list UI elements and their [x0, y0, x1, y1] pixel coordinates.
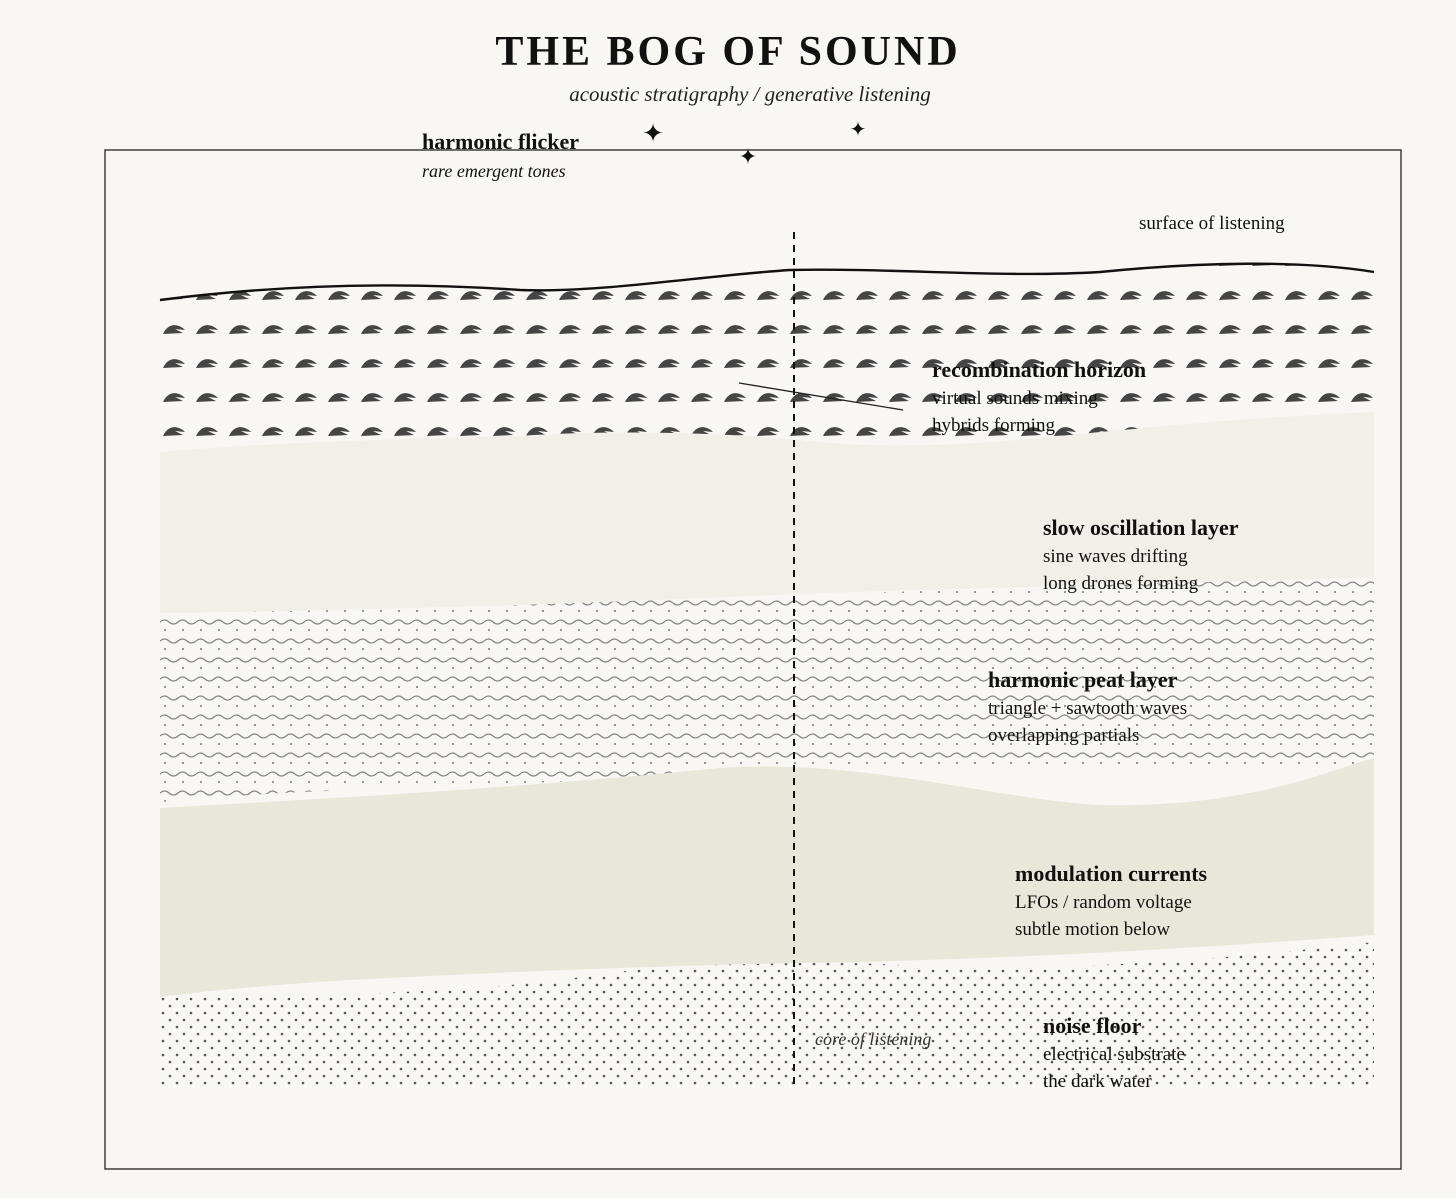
- harmonic-flicker-title: harmonic flicker: [422, 129, 580, 154]
- slow-oscillation-band: [160, 412, 1374, 613]
- page-title: THE BOG OF SOUND: [495, 29, 961, 75]
- core-label: core of listening: [815, 1029, 932, 1049]
- layer-line: triangle + sawtooth waves: [988, 698, 1188, 719]
- diagram-frame: [104, 149, 1402, 1170]
- layer-title: noise floor: [1043, 1013, 1142, 1038]
- layer-title: harmonic peat layer: [988, 667, 1178, 692]
- layer-line: virtual sounds mixing: [932, 388, 1098, 409]
- layer-line: overlapping partials: [988, 725, 1140, 746]
- flicker-star-icon: ✦: [642, 119, 664, 149]
- noise-floor-band: [160, 942, 1374, 1085]
- layer-title: slow oscillation layer: [1043, 515, 1239, 540]
- surface-label: surface of listening: [1139, 213, 1285, 234]
- layer-line: sine waves drifting: [1043, 546, 1188, 567]
- modulation-currents-label: modulation currents LFOs / random voltag…: [1015, 859, 1207, 943]
- layer-line: hybrids forming: [932, 415, 1055, 436]
- harmonic-peat-label: harmonic peat layer triangle + sawtooth …: [988, 665, 1187, 749]
- harmonic-flicker-label: harmonic flicker rare emergent tones: [422, 128, 579, 186]
- flicker-star-icon: ✦: [850, 117, 867, 141]
- recombination-horizon-band: [160, 263, 1374, 452]
- surface-line: [159, 262, 1375, 302]
- recombination-horizon-label: recombination horizon virtual sounds mix…: [932, 355, 1146, 439]
- layer-line: the dark water: [1043, 1071, 1152, 1092]
- flicker-star-icon: ✦: [739, 145, 757, 170]
- noise-floor-label: noise floor electrical substrate the dar…: [1043, 1011, 1185, 1095]
- layer-line: long drones forming: [1043, 573, 1199, 594]
- layer-title: recombination horizon: [932, 357, 1147, 382]
- layer-line: electrical substrate: [1043, 1044, 1185, 1065]
- layer-line: subtle motion below: [1015, 919, 1171, 940]
- harmonic-flicker-subtitle: rare emergent tones: [422, 161, 566, 181]
- layer-line: LFOs / random voltage: [1015, 892, 1192, 913]
- recombination-pointer: [738, 382, 904, 411]
- page-subtitle: acoustic stratigraphy / generative liste…: [569, 82, 931, 106]
- layer-title: modulation currents: [1015, 861, 1208, 886]
- modulation-currents-band: [160, 758, 1374, 997]
- harmonic-peat-band: [160, 578, 1374, 802]
- slow-oscillation-label: slow oscillation layer sine waves drifti…: [1043, 513, 1239, 597]
